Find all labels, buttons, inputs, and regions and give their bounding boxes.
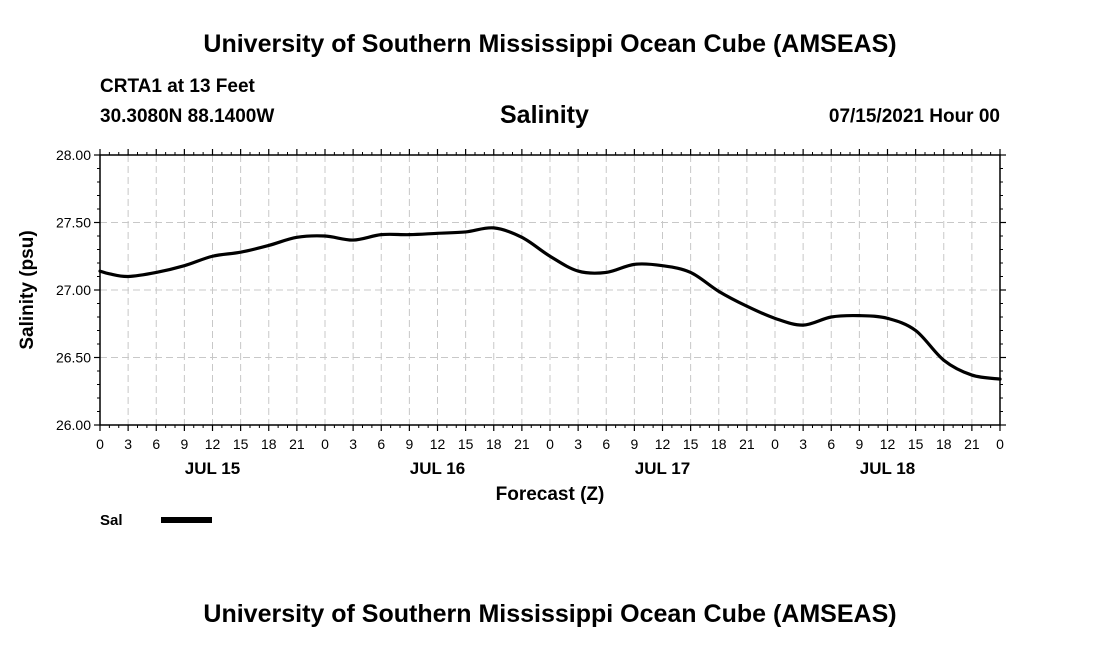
y-tick-label: 26.50 <box>56 350 91 366</box>
x-date-label: JUL 15 <box>185 459 240 478</box>
x-tick-label: 18 <box>711 436 727 452</box>
legend-label: Sal <box>100 512 123 529</box>
x-tick-label: 3 <box>349 436 357 452</box>
y-tick-label: 26.00 <box>56 417 91 433</box>
x-date-label: JUL 17 <box>635 459 690 478</box>
chart-title: University of Southern Mississippi Ocean… <box>203 30 897 58</box>
x-tick-label: 15 <box>908 436 924 452</box>
x-tick-label: 12 <box>205 436 221 452</box>
x-tick-label: 6 <box>827 436 835 452</box>
series-line-sal <box>98 226 1002 381</box>
x-date-label: JUL 18 <box>860 459 915 478</box>
x-tick-label: 9 <box>630 436 638 452</box>
x-tick-label: 21 <box>514 436 530 452</box>
x-tick-label: 9 <box>405 436 413 452</box>
x-tick-label: 3 <box>574 436 582 452</box>
footer-title: University of Southern Mississippi Ocean… <box>203 600 897 628</box>
x-tick-label: 18 <box>936 436 952 452</box>
station-coordinates: 30.3080N 88.1400W <box>100 106 275 127</box>
y-tick-label: 27.00 <box>56 282 91 298</box>
x-tick-label: 9 <box>855 436 863 452</box>
x-tick-label: 12 <box>430 436 446 452</box>
variable-title: Salinity <box>500 101 589 129</box>
x-tick-label: 0 <box>546 436 554 452</box>
x-tick-label: 0 <box>96 436 104 452</box>
x-tick-label: 12 <box>655 436 671 452</box>
y-axis-title: Salinity (psu) <box>17 230 38 349</box>
x-tick-label: 6 <box>377 436 385 452</box>
x-tick-label: 0 <box>321 436 329 452</box>
x-date-label: JUL 16 <box>410 459 465 478</box>
y-tick-label: 28.00 <box>56 147 91 163</box>
x-tick-label: 3 <box>124 436 132 452</box>
x-tick-label: 21 <box>739 436 755 452</box>
x-tick-label: 21 <box>964 436 980 452</box>
x-tick-label: 6 <box>152 436 160 452</box>
station-label: CRTA1 at 13 Feet <box>100 76 255 97</box>
x-tick-label: 18 <box>486 436 502 452</box>
x-tick-label: 9 <box>180 436 188 452</box>
y-tick-label: 27.50 <box>56 215 91 231</box>
run-time: 07/15/2021 Hour 00 <box>828 106 1000 127</box>
x-tick-label: 15 <box>683 436 699 452</box>
x-tick-label: 12 <box>880 436 896 452</box>
x-tick-label: 6 <box>602 436 610 452</box>
x-tick-label: 3 <box>799 436 807 452</box>
x-tick-label: 15 <box>458 436 474 452</box>
x-axis-title: Forecast (Z) <box>496 484 605 505</box>
x-tick-label: 21 <box>289 436 305 452</box>
x-tick-label: 15 <box>233 436 249 452</box>
x-tick-label: 0 <box>996 436 1004 452</box>
x-tick-label: 18 <box>261 436 277 452</box>
x-tick-label: 0 <box>771 436 779 452</box>
